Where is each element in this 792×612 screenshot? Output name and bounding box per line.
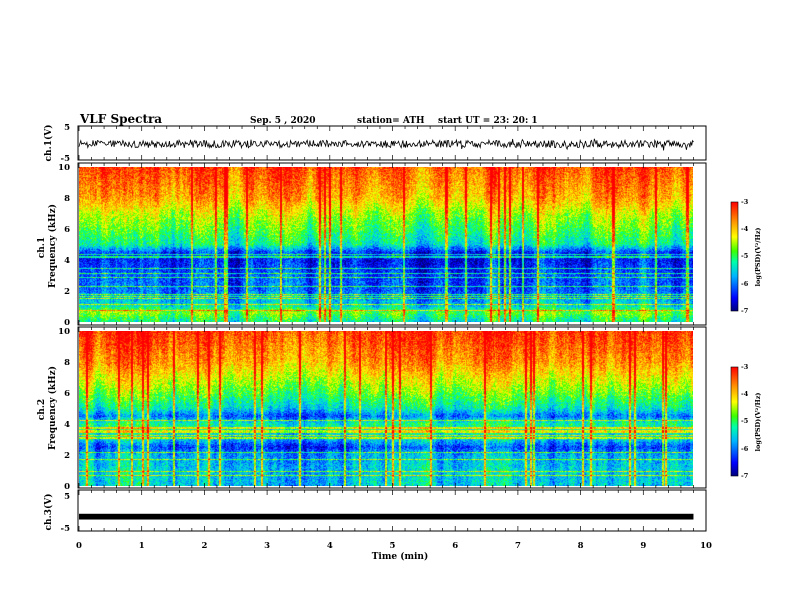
- ch1-waveform-trace: [78, 138, 694, 151]
- x-tick-label-4: 4: [327, 541, 333, 551]
- ch3-waveform-panel: 5 -5 ch.3(V): [43, 489, 707, 534]
- ch2-spectrogram-yticks: 0 2 4 6 8 10: [58, 327, 70, 492]
- ch1-waveform-tick-marks: [78, 126, 707, 160]
- ch2-colorbar: [730, 366, 739, 477]
- ch1-cb-tick-m7: -7: [741, 307, 748, 315]
- ch2-ytick-10: 10: [58, 327, 70, 337]
- x-tick-label-9: 9: [640, 541, 646, 551]
- start-time-label: start UT = 23: 20: 1: [438, 116, 538, 126]
- ch1-ytick-top: 5: [64, 123, 70, 133]
- x-tick-label-5: 5: [390, 541, 396, 551]
- x-tick-label-10: 10: [700, 541, 712, 551]
- ch2-ytick-0: 0: [64, 482, 70, 492]
- ch1-cb-tick-m6: -6: [741, 280, 749, 288]
- ch3-waveform-tick-marks: [78, 490, 707, 531]
- x-tick-label-7: 7: [515, 541, 521, 551]
- ch1-ytick-2: 2: [64, 287, 70, 297]
- ch2-ytick-6: 6: [64, 389, 70, 399]
- station-label: station= ATH: [357, 116, 425, 126]
- ch2-colorbar-label: log(PSD)(V²/Hz): [754, 393, 762, 452]
- ch2-spectrogram-ylabel: ch.2 Frequency (kHz): [37, 366, 58, 450]
- ch2-colorbar-ticks: -3 -4 -5 -6 -7: [741, 363, 749, 480]
- ch1-ytick-bottom: -5: [61, 154, 71, 164]
- date-label: Sep. 5 , 2020: [250, 116, 316, 126]
- x-tick-label-8: 8: [578, 541, 584, 551]
- ch1-spectrogram-image: [79, 167, 693, 322]
- ch2-ytick-8: 8: [64, 358, 70, 368]
- ch1-ytick-8: 8: [64, 194, 70, 204]
- ch2-spectrogram-image: [79, 331, 693, 486]
- ch1-colorbar-label: log(PSD)(V²/Hz): [754, 228, 762, 287]
- ch2-cb-tick-m7: -7: [741, 472, 748, 480]
- ch1-cb-tick-m4: -4: [741, 225, 749, 233]
- x-tick-label-3: 3: [264, 541, 270, 551]
- ch1-spectrogram-panel: 0 2 4 6 8 10 ch.1 Frequency (kHz) -3 -4 …: [37, 162, 762, 328]
- x-tick-label-2: 2: [201, 541, 207, 551]
- ch1-spectrogram-ylabel: ch.1 Frequency (kHz): [37, 204, 58, 288]
- ch2-ytick-2: 2: [64, 451, 70, 461]
- ch1-spectrogram-frame: [77, 162, 707, 326]
- ch3-waveform-frame: [77, 489, 707, 532]
- ch1-ytick-0: 0: [64, 318, 70, 328]
- ch3-ytick-top: 5: [64, 492, 70, 502]
- ch1-ytick-10: 10: [58, 163, 70, 173]
- x-axis-label: Time (min): [372, 551, 429, 562]
- x-tick-label-0: 0: [76, 541, 82, 551]
- ch1-waveform-ylabel: ch.1(V): [43, 125, 54, 162]
- ch3-waveform-trace: [79, 513, 694, 520]
- ch1-spectrogram-yticks: 0 2 4 6 8 10: [58, 163, 70, 328]
- ch2-cb-tick-m6: -6: [741, 445, 749, 453]
- ch3-waveform-ylabel: ch.3(V): [43, 494, 54, 531]
- ch2-cb-tick-m4: -4: [741, 390, 749, 398]
- ch2-cb-tick-m3: -3: [741, 363, 749, 371]
- ch1-colorbar: [730, 201, 739, 312]
- ch2-spectrogram-panel: 0 2 4 6 8 10 ch.2 Frequency (kHz) -3 -4 …: [37, 326, 762, 492]
- x-tick-label-1: 1: [139, 541, 145, 551]
- ch1-colorbar-ticks: -3 -4 -5 -6 -7: [741, 198, 749, 315]
- ch1-spectrogram-tick-marks: [78, 163, 707, 325]
- ch1-ytick-4: 4: [64, 256, 70, 266]
- ch1-waveform-frame: [77, 125, 707, 161]
- ch1-cb-tick-m5: -5: [741, 252, 749, 260]
- figure-title: VLF Spectra: [79, 112, 162, 126]
- ch2-cb-tick-m5: -5: [741, 417, 749, 425]
- ch2-ytick-4: 4: [64, 420, 70, 430]
- ch1-waveform-panel: 5 -5 ch.1(V): [43, 123, 707, 164]
- x-tick-label-6: 6: [452, 541, 458, 551]
- ch1-cb-tick-m3: -3: [741, 198, 749, 206]
- ch3-ytick-bottom: -5: [61, 524, 71, 534]
- ch2-spectrogram-tick-marks: [78, 327, 707, 488]
- ch1-ytick-6: 6: [64, 225, 70, 235]
- ch2-spectrogram-frame: [77, 326, 707, 489]
- x-axis-tick-labels: 0 1 2 3 4 5 6 7 8 9 10: [76, 541, 712, 551]
